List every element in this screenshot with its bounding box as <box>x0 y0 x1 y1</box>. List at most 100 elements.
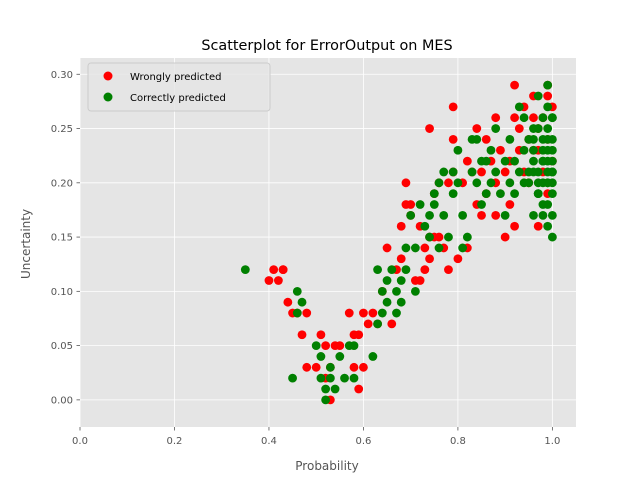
point-correctly-predicted <box>529 145 538 155</box>
point-wrongly-predicted <box>335 341 345 351</box>
point-wrongly-predicted <box>434 232 444 242</box>
x-tick-label: 0.0 <box>72 436 88 447</box>
point-wrongly-predicted <box>396 221 406 231</box>
chart-title: Scatterplot for ErrorOutput on MES <box>201 38 452 54</box>
point-wrongly-predicted <box>462 156 472 166</box>
point-correctly-predicted <box>401 265 411 275</box>
legend-label-wrongly-predicted: Wrongly predicted <box>130 72 221 83</box>
point-correctly-predicted <box>439 210 449 220</box>
point-correctly-predicted <box>392 286 401 296</box>
point-correctly-predicted <box>429 189 439 199</box>
x-axis-ticks: 0.0 0.2 0.4 0.6 0.8 1.0 <box>72 427 560 447</box>
point-correctly-predicted <box>538 210 548 220</box>
point-wrongly-predicted <box>401 178 411 188</box>
point-correctly-predicted <box>373 319 382 329</box>
point-correctly-predicted <box>448 167 458 177</box>
point-wrongly-predicted <box>321 341 331 351</box>
point-correctly-predicted <box>434 243 444 253</box>
point-correctly-predicted <box>543 221 553 231</box>
point-wrongly-predicted <box>477 210 486 220</box>
point-correctly-predicted <box>472 178 482 188</box>
point-correctly-predicted <box>547 189 557 199</box>
x-tick-label: 1.0 <box>544 436 560 447</box>
point-wrongly-predicted <box>529 113 538 123</box>
point-correctly-predicted <box>325 373 335 383</box>
point-wrongly-predicted <box>453 254 463 264</box>
point-correctly-predicted <box>349 373 359 383</box>
point-wrongly-predicted <box>297 330 307 340</box>
point-correctly-predicted <box>297 297 307 307</box>
point-correctly-predicted <box>396 276 406 285</box>
point-correctly-predicted <box>292 286 302 296</box>
point-wrongly-predicted <box>354 384 364 394</box>
point-correctly-predicted <box>533 189 543 199</box>
x-tick-label: 0.8 <box>450 436 466 447</box>
point-correctly-predicted <box>377 308 387 318</box>
point-wrongly-predicted <box>505 200 515 209</box>
point-correctly-predicted <box>529 134 538 144</box>
point-correctly-predicted <box>292 308 302 318</box>
point-correctly-predicted <box>406 210 416 220</box>
y-tick-label: 0.20 <box>51 178 73 189</box>
point-correctly-predicted <box>453 178 463 188</box>
point-correctly-predicted <box>420 221 430 231</box>
point-correctly-predicted <box>349 341 359 351</box>
point-correctly-predicted <box>439 167 449 177</box>
point-correctly-predicted <box>514 102 524 112</box>
point-wrongly-predicted <box>477 167 486 177</box>
point-correctly-predicted <box>321 384 331 394</box>
point-correctly-predicted <box>316 373 326 383</box>
point-wrongly-predicted <box>510 113 519 123</box>
point-correctly-predicted <box>477 200 486 209</box>
point-wrongly-predicted <box>368 308 378 318</box>
point-wrongly-predicted <box>491 113 501 123</box>
point-wrongly-predicted <box>510 221 519 231</box>
point-correctly-predicted <box>481 189 491 199</box>
x-tick-label: 0.6 <box>355 436 371 447</box>
point-wrongly-predicted <box>264 276 274 285</box>
point-correctly-predicted <box>519 145 529 155</box>
point-wrongly-predicted <box>354 330 364 340</box>
point-wrongly-predicted <box>302 308 312 318</box>
point-correctly-predicted <box>533 91 543 101</box>
point-wrongly-predicted <box>425 254 434 264</box>
point-wrongly-predicted <box>382 243 392 253</box>
point-correctly-predicted <box>458 243 468 253</box>
point-wrongly-predicted <box>302 362 312 372</box>
point-correctly-predicted <box>453 145 463 155</box>
point-correctly-predicted <box>543 124 553 133</box>
point-correctly-predicted <box>373 265 382 275</box>
point-correctly-predicted <box>547 210 557 220</box>
legend: Wrongly predicted Correctly predicted <box>87 62 271 112</box>
point-wrongly-predicted <box>363 319 373 329</box>
point-wrongly-predicted <box>496 145 505 155</box>
point-correctly-predicted <box>510 189 519 199</box>
point-wrongly-predicted <box>448 134 458 144</box>
point-correctly-predicted <box>533 124 543 133</box>
point-correctly-predicted <box>543 80 553 90</box>
point-wrongly-predicted <box>359 308 368 318</box>
point-wrongly-predicted <box>472 124 482 133</box>
data-points <box>240 80 557 405</box>
point-correctly-predicted <box>444 232 453 242</box>
point-correctly-predicted <box>340 373 349 383</box>
x-tick-label: 0.2 <box>167 436 183 447</box>
point-wrongly-predicted <box>269 265 279 275</box>
point-correctly-predicted <box>538 156 548 166</box>
y-tick-label: 0.00 <box>51 395 73 406</box>
point-correctly-predicted <box>500 156 510 166</box>
y-axis-label: Uncertainty <box>19 209 33 279</box>
point-correctly-predicted <box>415 200 425 209</box>
point-correctly-predicted <box>425 210 434 220</box>
point-wrongly-predicted <box>500 167 510 177</box>
point-wrongly-predicted <box>491 210 501 220</box>
point-correctly-predicted <box>240 265 250 275</box>
point-wrongly-predicted <box>448 102 458 112</box>
point-correctly-predicted <box>547 156 557 166</box>
point-wrongly-predicted <box>406 200 416 209</box>
point-correctly-predicted <box>434 178 444 188</box>
point-correctly-predicted <box>519 178 529 188</box>
point-correctly-predicted <box>538 200 548 209</box>
point-wrongly-predicted <box>387 319 397 329</box>
plot-area <box>80 58 576 427</box>
